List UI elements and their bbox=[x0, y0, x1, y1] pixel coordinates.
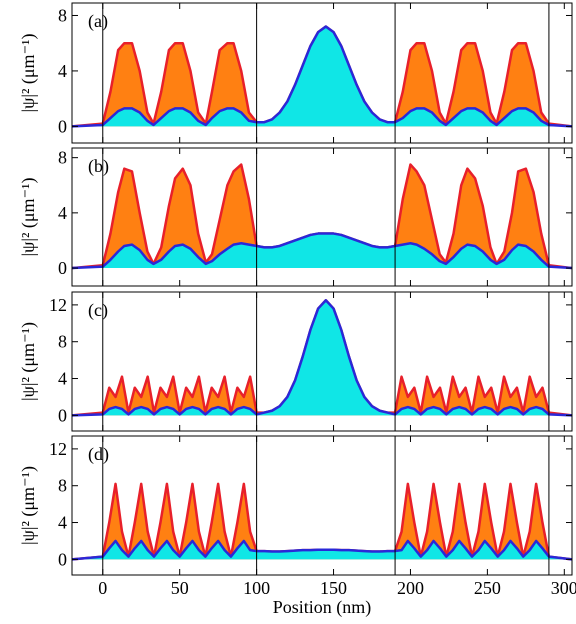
panel-label: (a) bbox=[88, 11, 108, 32]
y-tick-label: 0 bbox=[58, 405, 67, 425]
y-tick-label: 4 bbox=[58, 61, 67, 81]
y-tick-label: 12 bbox=[49, 295, 67, 315]
panel-label: (c) bbox=[88, 300, 108, 321]
y-axis-label: |ψ|² (μm⁻¹) bbox=[18, 322, 39, 401]
y-axis-label: |ψ|² (μm⁻¹) bbox=[18, 34, 39, 113]
area bbox=[72, 483, 572, 560]
panel-label: (b) bbox=[88, 156, 109, 177]
frame bbox=[71, 291, 573, 432]
x-tick-label: 150 bbox=[320, 578, 347, 598]
x-tick-label: 250 bbox=[474, 578, 501, 598]
y-tick-label: 0 bbox=[58, 549, 67, 569]
line bbox=[71, 232, 573, 270]
y-axis-label: |ψ|² (μm⁻¹) bbox=[18, 178, 39, 257]
y-axis-label: |ψ|² (μm⁻¹) bbox=[18, 466, 39, 545]
panel: 0 4 8 (a) |ψ|² (μm⁻¹) bbox=[18, 2, 573, 144]
area bbox=[72, 164, 572, 269]
y-tick-label: 4 bbox=[58, 369, 67, 389]
line bbox=[71, 539, 573, 561]
x-axis-label: Position (nm) bbox=[273, 597, 372, 618]
frame bbox=[71, 2, 573, 144]
x-tick-label: 300 bbox=[551, 578, 576, 598]
frame bbox=[71, 435, 573, 576]
y-tick-label: 8 bbox=[58, 148, 67, 168]
line bbox=[71, 25, 573, 128]
x-tick-label: 0 bbox=[98, 578, 107, 598]
frame bbox=[71, 147, 573, 287]
y-tick-label: 0 bbox=[58, 258, 67, 278]
panel: 0 4 8 12 (c) |ψ|² (μm⁻¹) bbox=[18, 291, 573, 432]
area bbox=[72, 233, 572, 269]
panel: 0 4 8 12 0 50 100 150 200 250 300 (d) |ψ|² (μm⁻¹) Pos… bbox=[18, 435, 576, 618]
y-tick-label: 12 bbox=[49, 439, 67, 459]
x-tick-label: 200 bbox=[397, 578, 424, 598]
line bbox=[71, 299, 573, 417]
x-tick-label: 50 bbox=[171, 578, 189, 598]
y-tick-label: 4 bbox=[58, 203, 67, 223]
y-tick-label: 4 bbox=[58, 513, 67, 533]
area bbox=[72, 26, 572, 127]
y-tick-label: 8 bbox=[58, 5, 67, 25]
panel-label: (d) bbox=[88, 444, 109, 465]
y-tick-label: 0 bbox=[58, 116, 67, 136]
x-tick-label: 100 bbox=[243, 578, 270, 598]
y-tick-label: 8 bbox=[58, 332, 67, 352]
y-tick-label: 8 bbox=[58, 476, 67, 496]
area bbox=[72, 300, 572, 416]
panel: 0 4 8 (b) |ψ|² (μm⁻¹) bbox=[18, 147, 573, 287]
